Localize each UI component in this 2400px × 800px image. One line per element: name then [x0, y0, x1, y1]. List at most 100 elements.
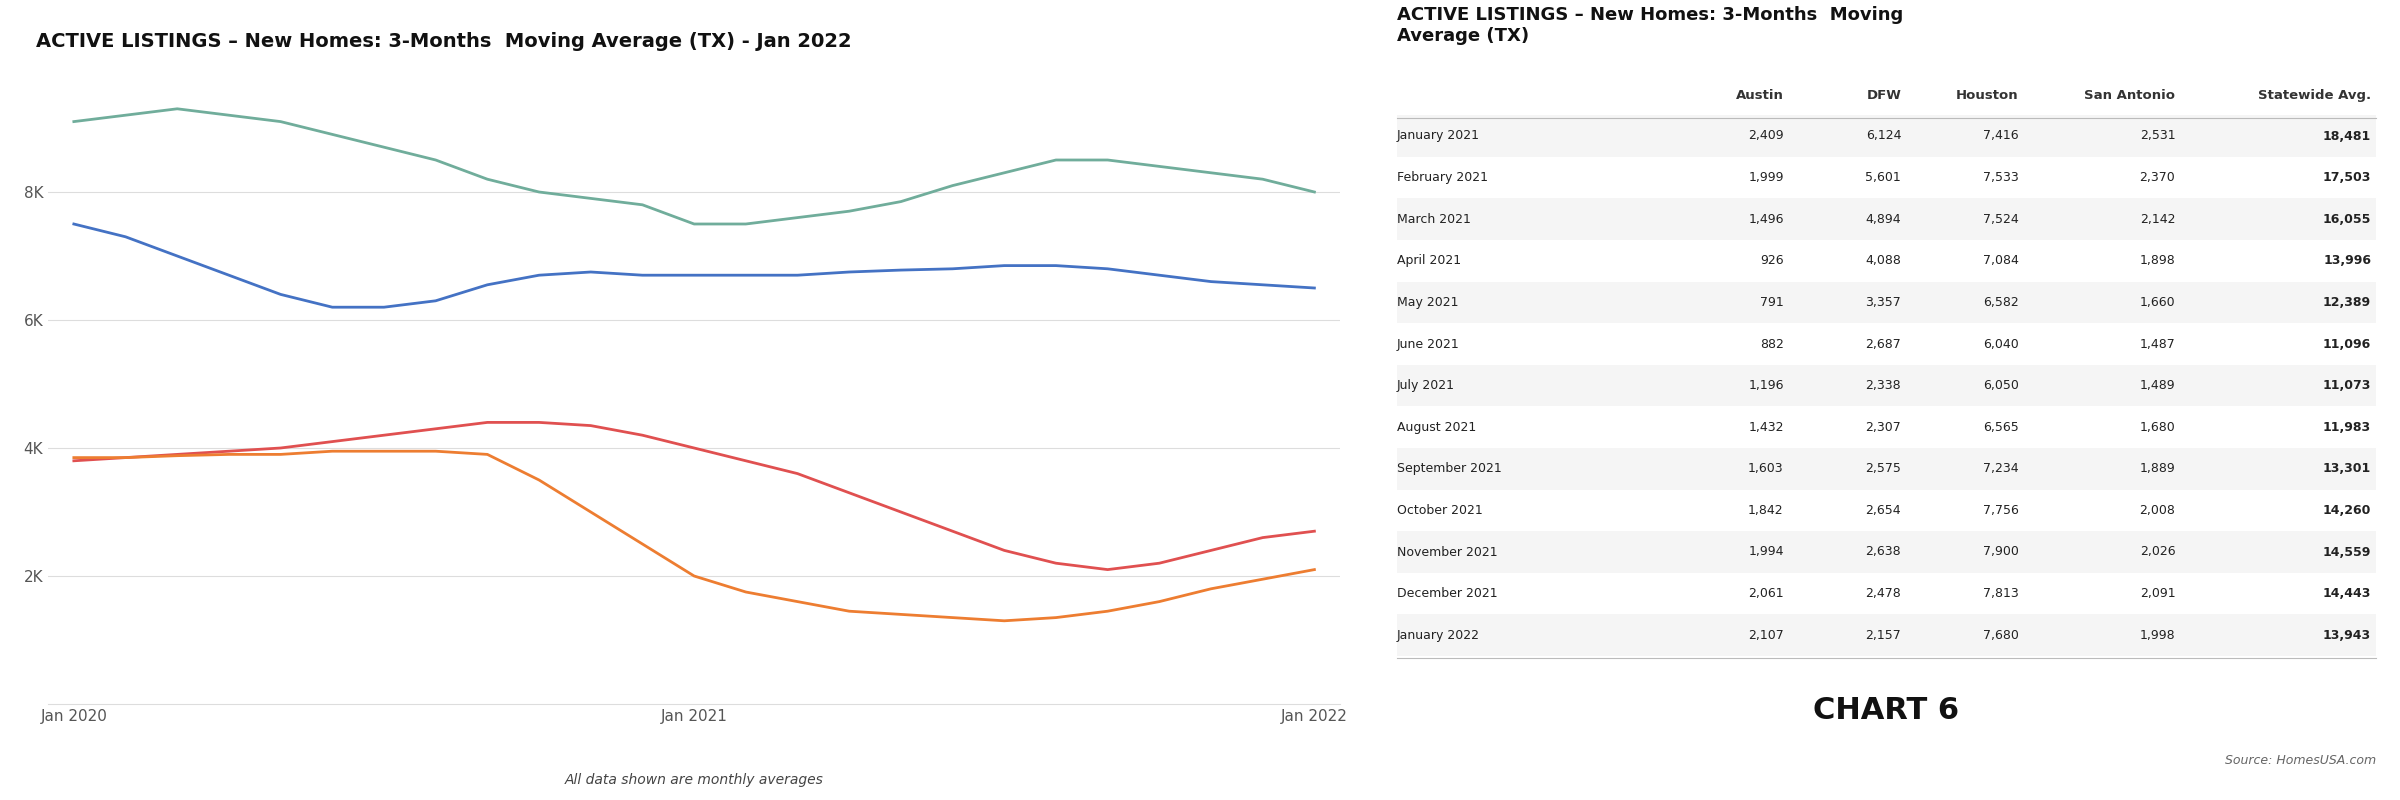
Text: 1,603: 1,603	[1747, 462, 1783, 475]
Text: Austin: Austin	[1735, 90, 1783, 102]
Text: 2,008: 2,008	[2138, 504, 2174, 517]
Text: January 2021: January 2021	[1397, 130, 1481, 142]
Text: CHART 6: CHART 6	[1814, 697, 1958, 726]
Text: 2,307: 2,307	[1865, 421, 1901, 434]
Text: 13,943: 13,943	[2323, 629, 2371, 642]
Text: 2,026: 2,026	[2141, 546, 2174, 558]
Text: All data shown are monthly averages: All data shown are monthly averages	[564, 773, 823, 787]
Text: 2,409: 2,409	[1747, 130, 1783, 142]
Text: March 2021: March 2021	[1397, 213, 1471, 226]
Text: 2,157: 2,157	[1865, 629, 1901, 642]
Text: May 2021: May 2021	[1397, 296, 1459, 309]
Text: 7,416: 7,416	[1982, 130, 2018, 142]
Text: August 2021: August 2021	[1397, 421, 1476, 434]
Text: 4,088: 4,088	[1865, 254, 1901, 267]
FancyBboxPatch shape	[1397, 365, 2376, 406]
FancyBboxPatch shape	[1397, 406, 2376, 448]
Text: 17,503: 17,503	[2323, 171, 2371, 184]
Text: 1,998: 1,998	[2141, 629, 2174, 642]
Text: 11,983: 11,983	[2323, 421, 2371, 434]
Text: 2,531: 2,531	[2141, 130, 2174, 142]
Text: 7,533: 7,533	[1982, 171, 2018, 184]
Text: September 2021: September 2021	[1397, 462, 1502, 475]
Text: 926: 926	[1759, 254, 1783, 267]
FancyBboxPatch shape	[1397, 448, 2376, 490]
Text: November 2021: November 2021	[1397, 546, 1498, 558]
Text: 2,370: 2,370	[2138, 171, 2174, 184]
Text: 1,842: 1,842	[1747, 504, 1783, 517]
Text: 1,196: 1,196	[1747, 379, 1783, 392]
Text: 7,084: 7,084	[1982, 254, 2018, 267]
Text: 13,301: 13,301	[2323, 462, 2371, 475]
Text: 6,582: 6,582	[1982, 296, 2018, 309]
Text: 6,124: 6,124	[1865, 130, 1901, 142]
Text: 791: 791	[1759, 296, 1783, 309]
Text: 882: 882	[1759, 338, 1783, 350]
Text: San Antonio: San Antonio	[2083, 90, 2174, 102]
Text: Statewide Avg.: Statewide Avg.	[2258, 90, 2371, 102]
Text: 14,260: 14,260	[2323, 504, 2371, 517]
Text: 16,055: 16,055	[2323, 213, 2371, 226]
Text: 6,565: 6,565	[1982, 421, 2018, 434]
Text: 7,234: 7,234	[1982, 462, 2018, 475]
FancyBboxPatch shape	[1397, 531, 2376, 573]
FancyBboxPatch shape	[1397, 490, 2376, 531]
Text: 12,389: 12,389	[2323, 296, 2371, 309]
Text: April 2021: April 2021	[1397, 254, 1462, 267]
Text: 2,338: 2,338	[1865, 379, 1901, 392]
Text: 6,050: 6,050	[1982, 379, 2018, 392]
Text: 6,040: 6,040	[1982, 338, 2018, 350]
Text: 2,061: 2,061	[1747, 587, 1783, 600]
Text: 1,994: 1,994	[1747, 546, 1783, 558]
FancyBboxPatch shape	[1397, 323, 2376, 365]
FancyBboxPatch shape	[1397, 573, 2376, 614]
Text: Source: HomesUSA.com: Source: HomesUSA.com	[2225, 754, 2376, 767]
Text: 2,107: 2,107	[1747, 629, 1783, 642]
Text: 2,478: 2,478	[1865, 587, 1901, 600]
Text: October 2021: October 2021	[1397, 504, 1483, 517]
Text: 7,813: 7,813	[1982, 587, 2018, 600]
Text: ACTIVE LISTINGS – New Homes: 3-Months  Moving Average (TX) - Jan 2022: ACTIVE LISTINGS – New Homes: 3-Months Mo…	[36, 32, 852, 51]
Text: 1,487: 1,487	[2138, 338, 2174, 350]
Text: Houston: Houston	[1956, 90, 2018, 102]
Text: 2,091: 2,091	[2141, 587, 2174, 600]
FancyBboxPatch shape	[1397, 157, 2376, 198]
Text: 2,142: 2,142	[2141, 213, 2174, 226]
Text: 7,524: 7,524	[1982, 213, 2018, 226]
Text: 14,443: 14,443	[2323, 587, 2371, 600]
Text: January 2022: January 2022	[1397, 629, 1481, 642]
Text: 1,496: 1,496	[1747, 213, 1783, 226]
Text: 1,489: 1,489	[2141, 379, 2174, 392]
Text: 7,900: 7,900	[1982, 546, 2018, 558]
Text: 1,889: 1,889	[2138, 462, 2174, 475]
Text: 1,660: 1,660	[2141, 296, 2174, 309]
Text: 3,357: 3,357	[1865, 296, 1901, 309]
Text: 1,999: 1,999	[1747, 171, 1783, 184]
Text: 2,654: 2,654	[1865, 504, 1901, 517]
Text: 2,638: 2,638	[1865, 546, 1901, 558]
Text: 1,680: 1,680	[2138, 421, 2174, 434]
FancyBboxPatch shape	[1397, 614, 2376, 656]
Text: 18,481: 18,481	[2323, 130, 2371, 142]
Text: ACTIVE LISTINGS – New Homes: 3-Months  Moving
Average (TX): ACTIVE LISTINGS – New Homes: 3-Months Mo…	[1397, 6, 1903, 45]
Text: 2,575: 2,575	[1865, 462, 1901, 475]
Text: 7,680: 7,680	[1982, 629, 2018, 642]
FancyBboxPatch shape	[1397, 115, 2376, 157]
Text: 14,559: 14,559	[2323, 546, 2371, 558]
Text: 1,432: 1,432	[1747, 421, 1783, 434]
FancyBboxPatch shape	[1397, 240, 2376, 282]
Text: 1,898: 1,898	[2138, 254, 2174, 267]
Text: June 2021: June 2021	[1397, 338, 1459, 350]
FancyBboxPatch shape	[1397, 282, 2376, 323]
Text: 4,894: 4,894	[1865, 213, 1901, 226]
Text: DFW: DFW	[1867, 90, 1901, 102]
Text: 11,096: 11,096	[2323, 338, 2371, 350]
Text: December 2021: December 2021	[1397, 587, 1498, 600]
Text: 2,687: 2,687	[1865, 338, 1901, 350]
Text: 7,756: 7,756	[1982, 504, 2018, 517]
Text: July 2021: July 2021	[1397, 379, 1454, 392]
Text: 11,073: 11,073	[2323, 379, 2371, 392]
Text: February 2021: February 2021	[1397, 171, 1488, 184]
FancyBboxPatch shape	[1397, 198, 2376, 240]
Text: 13,996: 13,996	[2323, 254, 2371, 267]
